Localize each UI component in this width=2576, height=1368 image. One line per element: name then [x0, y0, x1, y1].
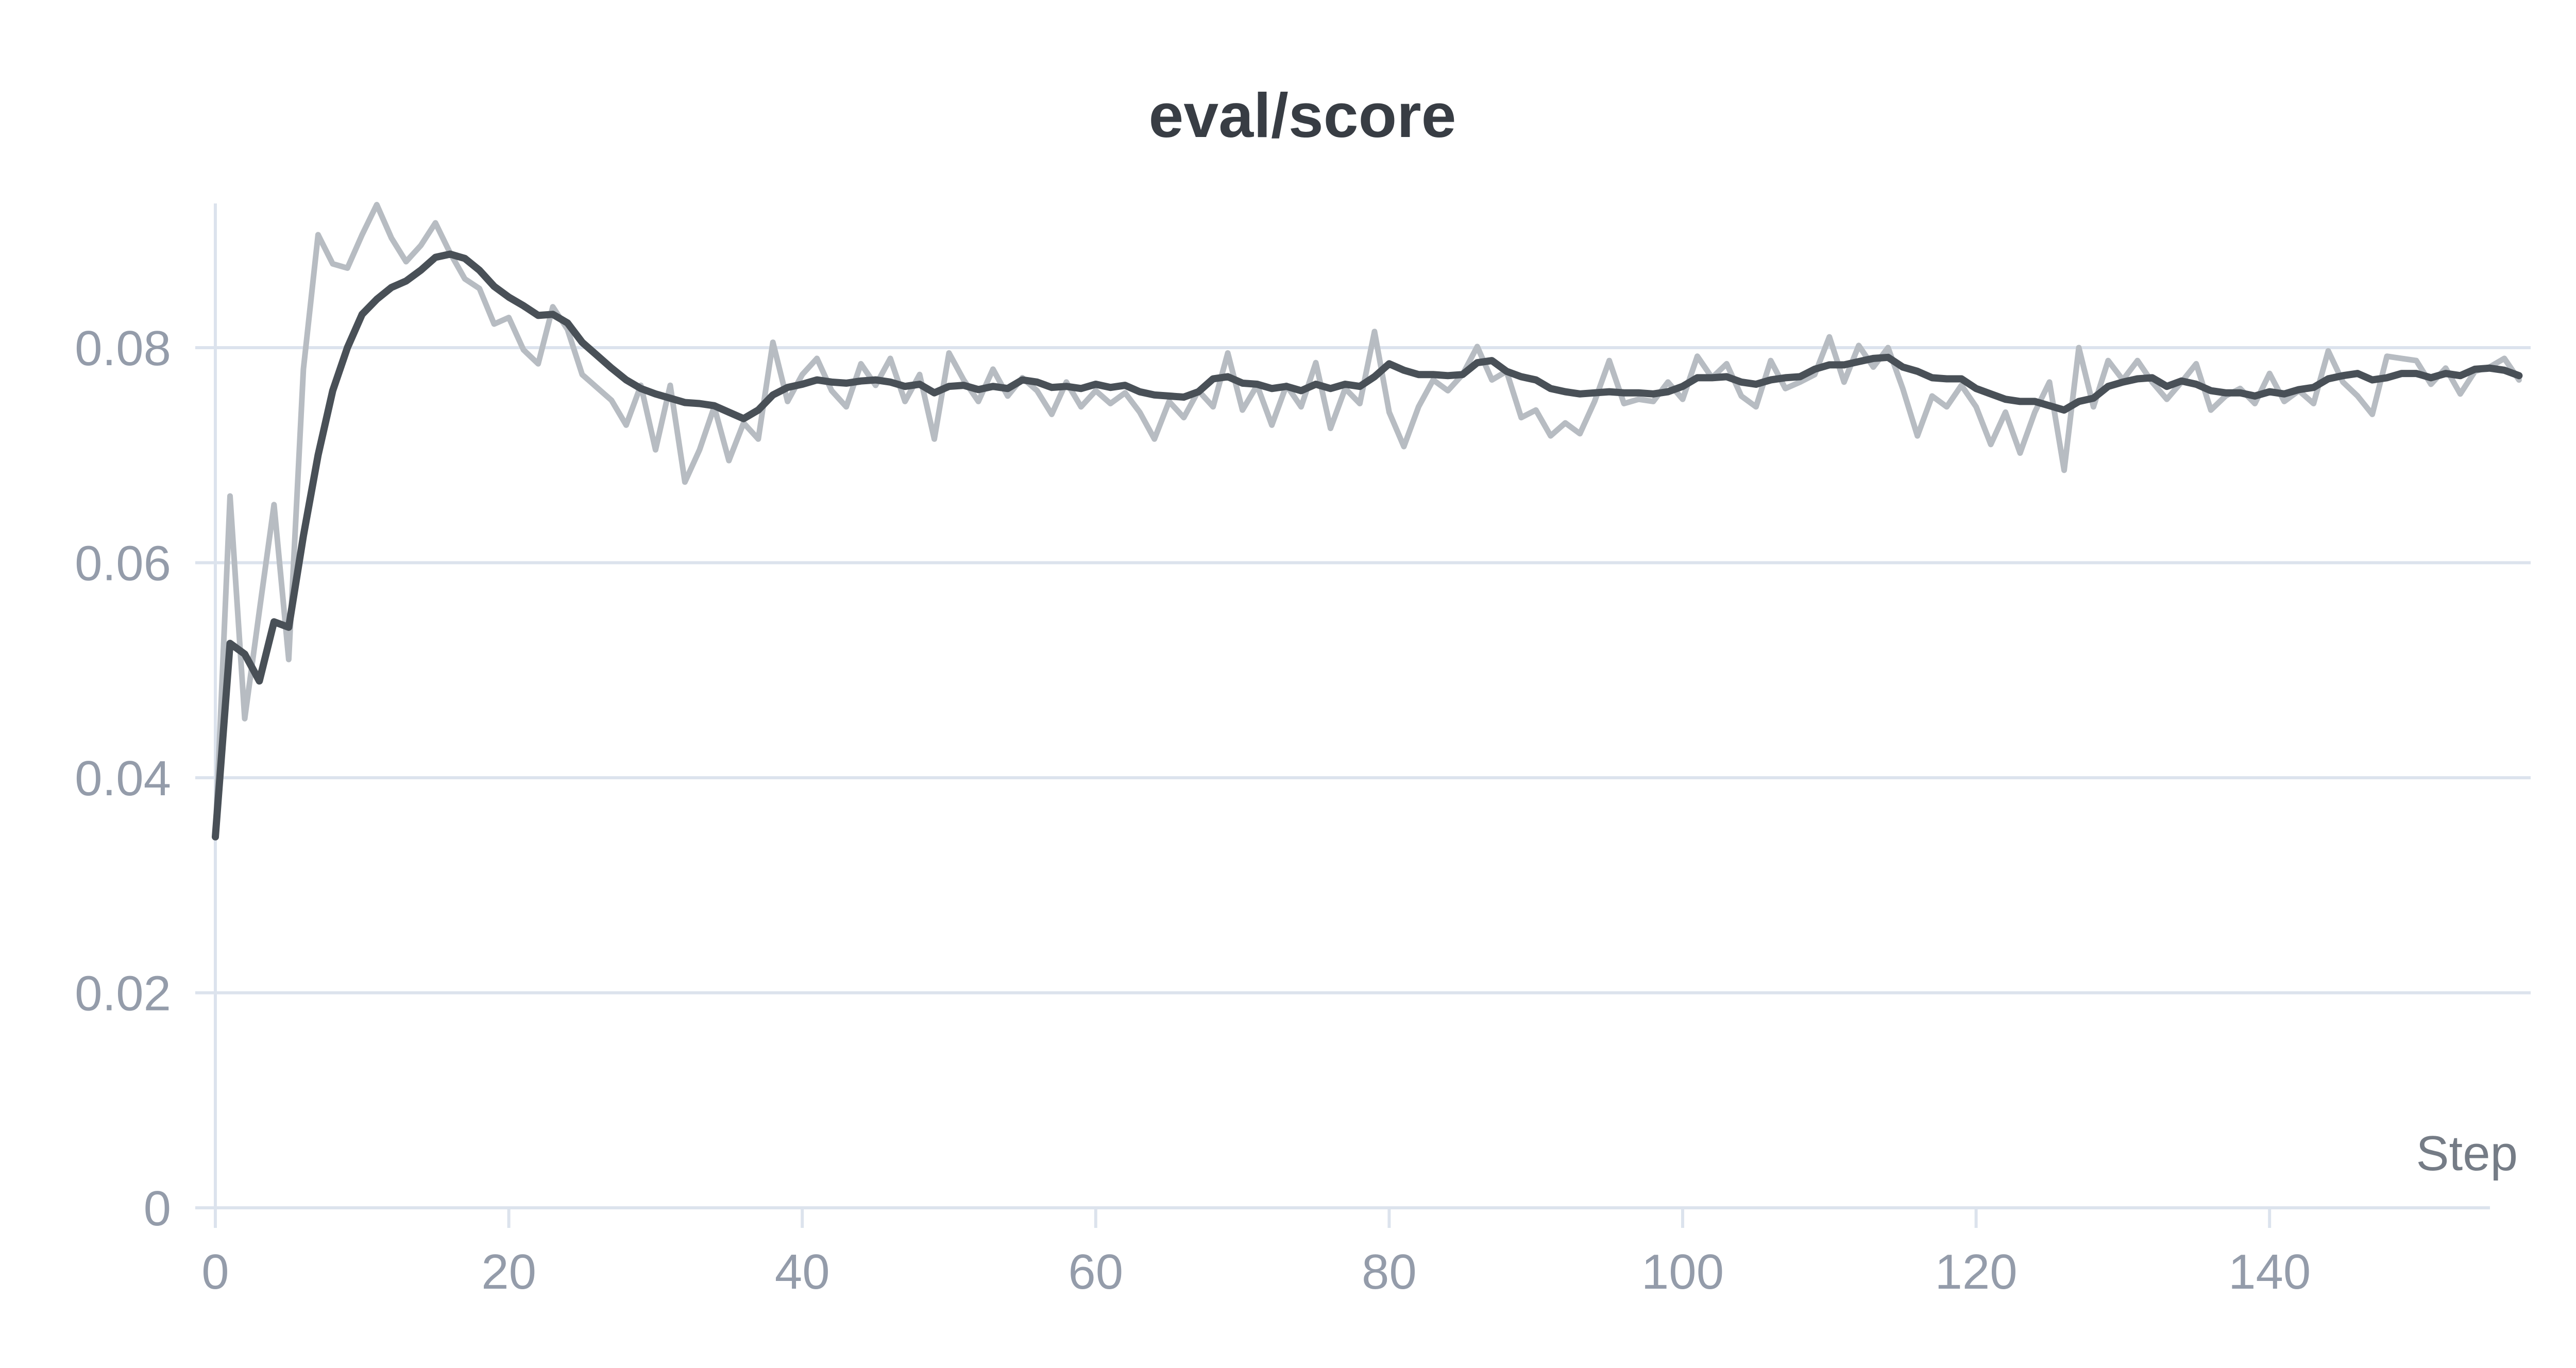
x-tick-label: 20 [481, 1244, 536, 1299]
x-tick-label: 60 [1068, 1244, 1123, 1299]
y-tick-label: 0.02 [75, 966, 171, 1021]
y-tick-label: 0 [144, 1181, 171, 1236]
series-layer [212, 201, 2523, 841]
y-tick-label: 0.04 [75, 751, 171, 806]
x-tick-label: 140 [2228, 1244, 2311, 1299]
smoothed-series-line [212, 250, 2523, 841]
y-tick-label: 0.06 [75, 536, 171, 591]
x-tick-label: 100 [1641, 1244, 1724, 1299]
x-axis-name-label: Step [2416, 1126, 2518, 1181]
chart-title: eval/score [1149, 80, 1456, 150]
x-tick-label: 40 [775, 1244, 830, 1299]
plot-area[interactable] [215, 203, 2531, 1208]
x-tick-label: 120 [1935, 1244, 2018, 1299]
raw-series-line [212, 201, 2522, 840]
x-tick-label: 80 [1362, 1244, 1417, 1299]
y-tick-label: 0.08 [75, 321, 171, 376]
x-tick-label: 0 [201, 1244, 229, 1299]
tick-label-layer: 0 0.02 0.04 0.06 0.08 0 20 40 60 80 100 120 140 [75, 321, 2311, 1299]
